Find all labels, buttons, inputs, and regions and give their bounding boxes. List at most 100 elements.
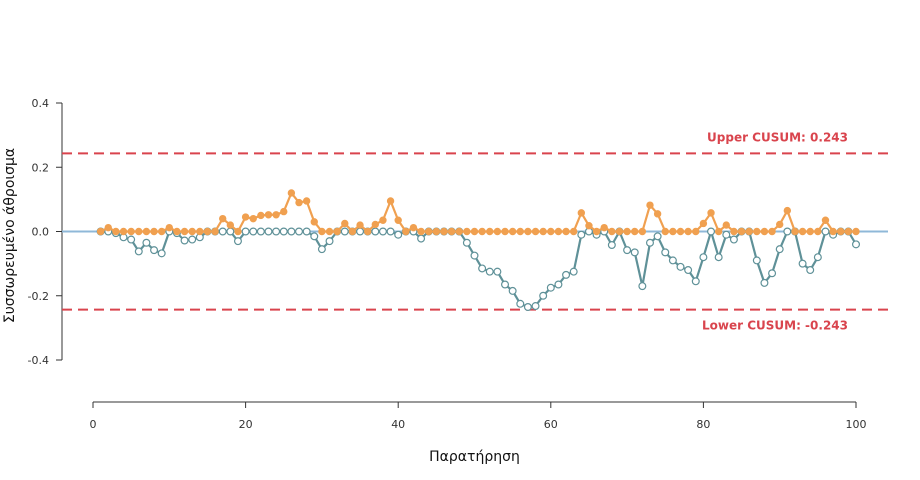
- upper-cusum-point: [302, 197, 311, 205]
- lower-cusum-point: [531, 302, 540, 311]
- upper-cusum-point: [531, 227, 540, 236]
- upper-cusum-point: [203, 227, 212, 236]
- lower-cusum-point: [356, 227, 365, 236]
- upper-cusum-point: [440, 227, 448, 236]
- lower-cusum-point: [394, 230, 403, 239]
- upper-cusum-point: [547, 227, 555, 236]
- lower-cusum-point: [539, 291, 548, 300]
- lower-cusum-point: [554, 280, 563, 289]
- lower-cusum-point: [378, 227, 387, 236]
- lower-cusum-point: [142, 238, 151, 247]
- upper-cusum-point: [478, 227, 486, 236]
- upper-cusum-point: [341, 219, 349, 228]
- upper-cusum-point: [119, 227, 128, 236]
- upper-cusum-point: [676, 227, 685, 236]
- lower-cusum-point: [279, 227, 288, 236]
- x-tick-label: 80: [696, 418, 710, 431]
- upper-cusum-point: [524, 227, 532, 236]
- upper-cusum-point: [638, 227, 647, 236]
- lower-cusum-point: [287, 227, 296, 236]
- x-tick-label: 20: [239, 418, 253, 431]
- upper-cusum-point: [493, 227, 502, 236]
- upper-cusum-point: [600, 223, 608, 232]
- lower-cusum-point: [295, 227, 304, 236]
- upper-cusum-point: [402, 227, 410, 236]
- lower-cusum-point: [607, 240, 616, 249]
- x-tick-label: 60: [544, 418, 558, 431]
- upper-cusum-point: [112, 227, 120, 236]
- upper-cusum-point: [157, 227, 166, 236]
- upper-cusum-point: [814, 227, 822, 236]
- upper-cusum-point: [394, 216, 402, 224]
- lower-cusum-point: [638, 282, 647, 291]
- upper-cusum-point: [653, 210, 662, 218]
- lower-cusum-point: [577, 230, 586, 239]
- upper-cusum-point: [142, 227, 151, 236]
- x-axis-title: Παρατήρηση: [429, 449, 520, 465]
- lower-cusum-point: [752, 256, 761, 265]
- upper-cusum-point: [692, 227, 700, 236]
- lower-cusum-point: [729, 235, 738, 244]
- upper-cusum-point: [829, 227, 837, 236]
- lower-cusum-point: [630, 248, 639, 257]
- lower-cusum-point: [851, 240, 860, 249]
- upper-cusum-point: [760, 227, 769, 236]
- upper-cusum-point: [371, 220, 380, 229]
- upper-cusum-point: [577, 209, 586, 217]
- lower-cusum-point: [645, 238, 654, 247]
- lower-cusum-point: [127, 235, 136, 244]
- upper-cusum-point: [615, 227, 624, 236]
- upper-cusum-point: [699, 219, 708, 228]
- lower-cusum-point: [157, 249, 166, 258]
- upper-cusum-point: [226, 221, 235, 229]
- upper-cusum-point: [737, 227, 746, 236]
- lower-cusum-point: [699, 253, 708, 262]
- upper-cusum-point: [127, 227, 135, 236]
- upper-cusum-point: [661, 227, 669, 236]
- lower-cusum-point: [569, 267, 578, 276]
- upper-cusum-point: [646, 201, 654, 209]
- upper-cusum-point: [554, 227, 563, 236]
- upper-cusum-point: [791, 227, 799, 236]
- upper-cusum-point: [173, 227, 181, 236]
- upper-cusum-point: [714, 227, 723, 236]
- upper-cusum-point: [455, 227, 463, 236]
- upper-cusum-point: [508, 227, 517, 236]
- lower-cusum-point: [264, 227, 273, 236]
- upper-cusum-point: [516, 227, 524, 236]
- upper-cusum-point: [463, 227, 471, 236]
- upper-cusum-point: [852, 227, 860, 236]
- upper-cusum-point: [325, 227, 334, 236]
- lower-cusum-point: [684, 266, 693, 275]
- upper-cusum-point: [348, 227, 357, 236]
- lower-cusum-series: [96, 227, 860, 311]
- x-tick-label: 0: [90, 418, 97, 431]
- upper-cusum-point: [745, 227, 753, 236]
- lower-cusum-point: [653, 232, 662, 241]
- upper-cusum-point: [623, 227, 631, 236]
- y-tick-label: -0.4: [28, 354, 49, 367]
- y-tick-label: 0.2: [32, 161, 50, 174]
- upper-cusum-point: [562, 227, 570, 236]
- upper-cusum-point: [501, 227, 509, 236]
- lower-limit-label: Lower CUSUM: -0.243: [702, 319, 848, 333]
- lower-cusum-point: [508, 286, 517, 295]
- upper-cusum-point: [821, 216, 830, 224]
- upper-cusum-point: [150, 227, 158, 236]
- lower-cusum-point: [150, 246, 159, 255]
- y-tick-label: 0.0: [32, 226, 50, 239]
- lower-cusum-point: [783, 227, 792, 236]
- upper-cusum-point: [730, 227, 738, 236]
- upper-cusum-point: [363, 227, 372, 236]
- lower-cusum-point: [714, 253, 723, 262]
- lower-cusum-point: [523, 302, 532, 311]
- upper-cusum-point: [806, 227, 814, 236]
- y-tick-label: -0.2: [28, 290, 49, 303]
- upper-cusum-point: [196, 227, 204, 236]
- lower-cusum-point: [340, 227, 349, 236]
- upper-cusum-point: [425, 227, 433, 236]
- lower-cusum-point: [134, 247, 143, 256]
- upper-cusum-point: [409, 223, 418, 232]
- lower-cusum-point: [218, 227, 227, 236]
